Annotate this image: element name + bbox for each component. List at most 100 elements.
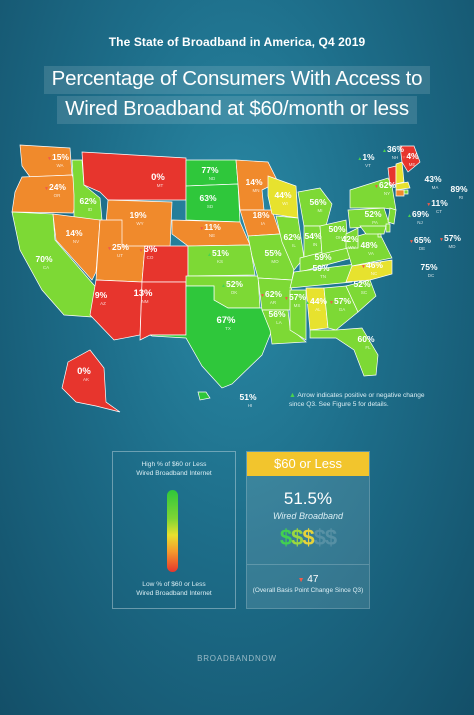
state-value-nj: ▲69% bbox=[407, 209, 429, 219]
card-label: Wired Broadband bbox=[273, 511, 343, 521]
down-arrow-icon: ▼ bbox=[426, 202, 431, 208]
state-value-az: 9% bbox=[95, 290, 108, 300]
state-abbr-sd: SD bbox=[207, 204, 214, 209]
state-value-ca: 70% bbox=[35, 254, 52, 264]
change-note: (Overall Basis Point Change Since Q3) bbox=[252, 587, 364, 594]
state-value-tx: 67% bbox=[216, 315, 236, 326]
state-value-ut: ▼25% bbox=[107, 242, 129, 252]
state-value-co: ▼3% bbox=[139, 244, 158, 255]
state-value-vt: ▲1% bbox=[357, 152, 375, 162]
state-value-sd: 63% bbox=[199, 193, 216, 203]
state-value-ga: ▼57% bbox=[329, 296, 351, 306]
state-mt bbox=[81, 151, 187, 201]
arrow-note: ▲ Arrow indicates positive or negative c… bbox=[289, 391, 459, 409]
state-abbr-wy: WY bbox=[136, 221, 143, 226]
down-arrow-icon: ▼ bbox=[361, 264, 366, 270]
state-abbr-sc: SC bbox=[361, 290, 368, 295]
state-il bbox=[275, 215, 305, 271]
down-arrow-icon: ▼ bbox=[107, 246, 112, 252]
state-value-nv: 14% bbox=[65, 228, 82, 238]
state-abbr-ny: NY bbox=[384, 191, 390, 196]
state-value-ct: ▼11% bbox=[426, 198, 448, 208]
down-arrow-icon: ▼ bbox=[260, 293, 265, 299]
state-abbr-ri: RI bbox=[459, 195, 464, 200]
state-wv bbox=[345, 227, 359, 249]
state-abbr-nv: NV bbox=[73, 239, 79, 244]
state-ks bbox=[187, 244, 256, 277]
state-abbr-nm: NM bbox=[142, 299, 149, 304]
state-value-ky: 59% bbox=[314, 252, 331, 262]
state-value-ks: ▲51% bbox=[207, 248, 229, 258]
state-me bbox=[399, 145, 421, 173]
state-mi bbox=[297, 187, 333, 227]
state-abbr-dc: DC bbox=[428, 273, 435, 278]
us-state-map: ▼15%WA▼24%OR70%CA62%ID14%NV0%MT19%WY▼25%… bbox=[11, 144, 468, 413]
state-value-ar: ▼62% bbox=[260, 289, 282, 299]
state-abbr-in: IN bbox=[313, 242, 318, 247]
state-hi bbox=[197, 391, 211, 401]
down-arrow-icon: ▼ bbox=[284, 296, 289, 302]
state-value-mt: 0% bbox=[151, 172, 165, 183]
state-abbr-ct: CT bbox=[436, 209, 442, 214]
state-tn bbox=[289, 263, 357, 289]
state-wi bbox=[267, 175, 299, 219]
state-abbr-ky: KY bbox=[322, 263, 328, 268]
state-value-ne: ▼11% bbox=[199, 222, 221, 232]
state-value-wv: 42% bbox=[341, 234, 358, 244]
state-abbr-ar: AR bbox=[270, 300, 277, 305]
legend-low: Low % of $60 or Less Wired Broadband Inte… bbox=[136, 581, 212, 597]
state-abbr-la: LA bbox=[276, 320, 282, 325]
state-shapes bbox=[11, 144, 421, 413]
down-arrow-icon: ▼ bbox=[439, 237, 444, 243]
down-arrow-icon: ▼ bbox=[409, 239, 414, 245]
state-abbr-tx: TX bbox=[225, 326, 231, 331]
state-abbr-ut: UT bbox=[117, 253, 123, 258]
state-value-fl: 60% bbox=[357, 334, 374, 344]
state-value-ny: ▼62% bbox=[374, 180, 396, 190]
state-abbr-mt: MT bbox=[157, 183, 164, 188]
up-arrow-icon: ▲ bbox=[357, 156, 362, 162]
state-nj bbox=[387, 207, 397, 225]
state-value-al: ▲44% bbox=[305, 296, 327, 306]
dollar-rating-icon: $$$$$ bbox=[279, 525, 337, 550]
state-ct bbox=[395, 189, 405, 197]
legend-gradient-bar bbox=[167, 490, 178, 572]
up-arrow-icon: ▲ bbox=[382, 148, 387, 154]
state-abbr-mi: MI bbox=[318, 208, 323, 213]
down-arrow-icon: ▼ bbox=[139, 248, 144, 254]
state-abbr-de: DE bbox=[419, 246, 425, 251]
state-value-mi: 56% bbox=[309, 197, 326, 207]
state-abbr-ia: IA bbox=[261, 221, 265, 226]
state-abbr-pa: PA bbox=[372, 220, 378, 225]
state-abbr-va: VA bbox=[368, 251, 374, 256]
state-id bbox=[71, 159, 103, 221]
state-value-in: 54% bbox=[304, 231, 321, 241]
up-arrow-icon: ▲ bbox=[221, 283, 226, 289]
down-arrow-icon: ▼ bbox=[401, 155, 406, 161]
state-nh bbox=[395, 161, 405, 185]
state-abbr-ak: AK bbox=[83, 377, 89, 382]
state-abbr-ma: MA bbox=[432, 185, 439, 190]
state-ma bbox=[395, 181, 411, 191]
state-value-mn: 14% bbox=[245, 177, 262, 187]
state-abbr-mn: MN bbox=[253, 188, 260, 193]
state-abbr-oh: OH bbox=[336, 235, 343, 240]
state-abbr-il: IL bbox=[292, 243, 296, 248]
state-abbr-nc: NC bbox=[371, 271, 378, 276]
state-fl bbox=[309, 327, 379, 377]
down-arrow-icon: ▼ bbox=[47, 156, 52, 162]
state-value-nc: ▼46% bbox=[361, 260, 383, 270]
state-abbr-vt: VT bbox=[365, 163, 371, 168]
color-legend: High % of $60 or Less Wired Broadband Int… bbox=[112, 451, 236, 609]
state-value-nd: 77% bbox=[201, 165, 218, 175]
state-ak bbox=[61, 349, 121, 413]
card-header: $60 or Less bbox=[247, 452, 369, 476]
state-abbr-wa: WA bbox=[56, 163, 63, 168]
summary-card: $60 or Less 51.5% Wired Broadband $$$$$ … bbox=[246, 451, 370, 609]
state-abbr-az: AZ bbox=[100, 301, 106, 306]
state-value-la: 56% bbox=[268, 309, 285, 319]
basis-point-change: ▼ 47 bbox=[297, 574, 319, 585]
state-value-sc: 52% bbox=[353, 279, 370, 289]
state-abbr-ca: CA bbox=[43, 265, 49, 270]
down-arrow-icon: ▼ bbox=[374, 184, 379, 190]
